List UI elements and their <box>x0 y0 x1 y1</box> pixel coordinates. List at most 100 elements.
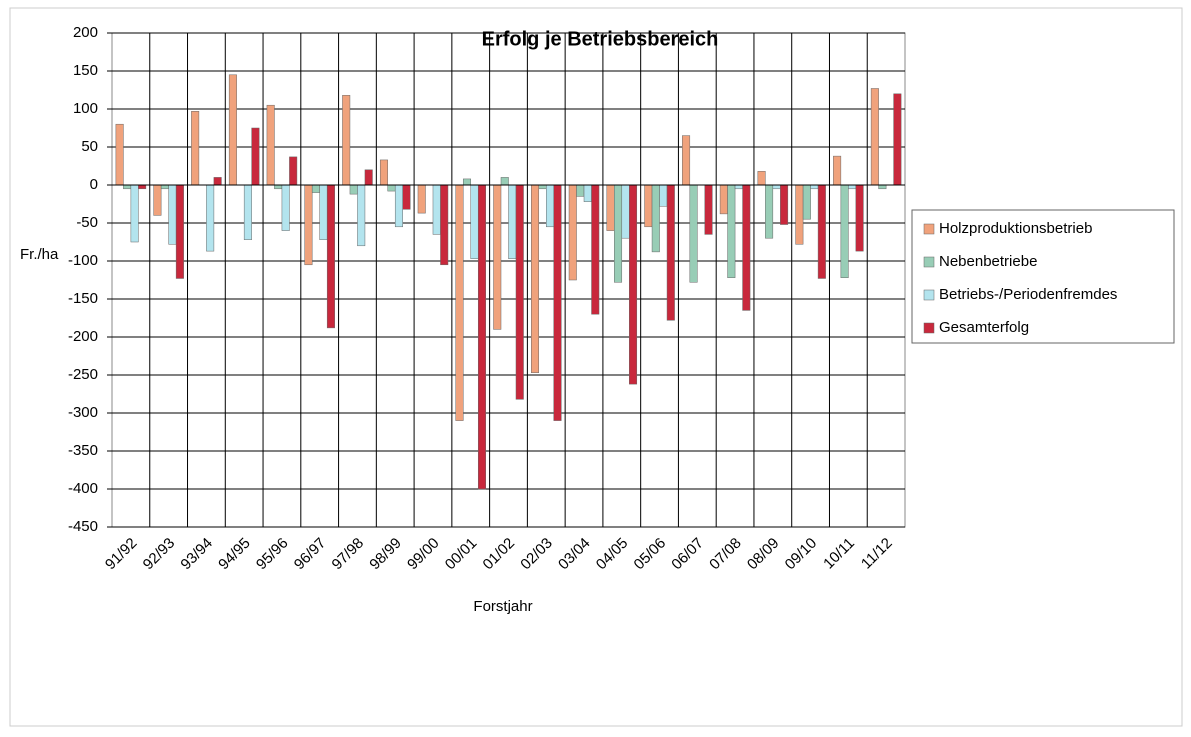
bar <box>342 95 351 186</box>
bar <box>281 184 290 231</box>
y-tick-label: 50 <box>81 138 98 155</box>
bar <box>772 184 781 190</box>
y-tick-label: -200 <box>68 328 98 345</box>
bar <box>810 184 819 190</box>
bar <box>130 184 139 243</box>
chart-title: Erfolg je Betriebsbereich <box>482 28 719 50</box>
bar <box>379 159 388 186</box>
legend-swatch <box>923 289 935 301</box>
x-tick-label: 95/96 <box>253 535 292 574</box>
bar <box>191 111 200 186</box>
y-tick-label: -50 <box>76 214 98 231</box>
bar <box>531 184 540 373</box>
bar <box>455 184 464 421</box>
x-tick-label: 97/98 <box>329 535 368 574</box>
bar <box>606 184 615 231</box>
bar <box>402 184 411 210</box>
bar <box>848 184 857 190</box>
legend-label: Nebenbetriebe <box>939 253 1037 270</box>
bar <box>546 184 555 228</box>
bar <box>682 135 691 186</box>
legend-swatch <box>923 223 935 235</box>
bar <box>538 184 547 190</box>
bar <box>614 184 623 283</box>
bar <box>802 184 811 220</box>
bar <box>228 74 237 186</box>
bar <box>470 184 479 259</box>
bar <box>175 184 184 279</box>
bar <box>591 184 600 315</box>
chart-frame <box>9 7 1183 727</box>
bar <box>840 184 849 278</box>
bar <box>364 169 373 186</box>
x-tick-label: 09/10 <box>782 535 821 574</box>
y-tick-label: -400 <box>68 480 98 497</box>
y-tick-label: -300 <box>68 404 98 421</box>
bar <box>493 184 502 330</box>
bar <box>500 177 509 186</box>
bar <box>266 104 275 186</box>
bar <box>326 184 335 329</box>
bar <box>213 177 222 186</box>
x-tick-label: 99/00 <box>404 535 443 574</box>
x-tick-label: 11/12 <box>858 535 896 573</box>
bar <box>576 184 585 197</box>
y-tick-label: -150 <box>68 290 98 307</box>
bar <box>432 184 441 235</box>
y-tick-label: 100 <box>73 100 98 117</box>
bar <box>115 123 124 186</box>
x-tick-label: 06/07 <box>668 535 707 574</box>
bar <box>780 184 789 225</box>
bar <box>742 184 751 311</box>
legend <box>911 209 1175 344</box>
bar <box>817 184 826 279</box>
x-tick-label: 02/03 <box>517 535 556 574</box>
legend-label: Gesamterfolg <box>939 319 1029 336</box>
x-tick-label: 96/97 <box>291 535 330 574</box>
bar <box>123 184 132 190</box>
bar <box>251 127 260 186</box>
bar <box>304 184 313 266</box>
bar <box>855 184 864 252</box>
x-tick-label: 10/11 <box>820 535 858 573</box>
bar <box>621 184 630 239</box>
bar <box>153 184 162 216</box>
x-tick-label: 07/08 <box>706 535 745 574</box>
bar <box>508 184 517 259</box>
legend-label: Betriebs-/Periodenfremdes <box>939 286 1117 303</box>
bar <box>583 184 592 202</box>
bar <box>704 184 713 235</box>
bar <box>734 184 743 190</box>
bar <box>319 184 328 240</box>
x-tick-label: 08/09 <box>744 535 783 574</box>
bar <box>462 178 471 186</box>
x-tick-label: 03/04 <box>555 535 594 574</box>
x-tick-label: 94/95 <box>215 535 254 574</box>
x-tick-label: 98/99 <box>366 535 405 574</box>
bar <box>553 184 562 421</box>
bar <box>357 184 366 247</box>
bar <box>659 184 668 207</box>
bar <box>727 184 736 278</box>
x-tick-label: 92/93 <box>140 535 179 574</box>
x-tick-label: 04/05 <box>593 535 632 574</box>
y-axis-label: Fr./ha <box>20 246 59 263</box>
bar <box>757 171 766 186</box>
x-axis-label: Forstjahr <box>473 598 532 615</box>
bar <box>870 88 879 186</box>
bar <box>311 184 320 193</box>
bar <box>833 155 842 186</box>
bar <box>515 184 524 400</box>
x-tick-label: 01/02 <box>480 535 519 574</box>
bar <box>387 184 396 192</box>
y-tick-label: -250 <box>68 366 98 383</box>
y-tick-label: -350 <box>68 442 98 459</box>
bar <box>651 184 660 253</box>
bar <box>689 184 698 283</box>
bar <box>878 184 887 190</box>
bar <box>289 156 298 186</box>
y-tick-label: 0 <box>90 176 98 193</box>
legend-label: Holzproduktionsbetrieb <box>939 220 1092 237</box>
bar <box>666 184 675 321</box>
